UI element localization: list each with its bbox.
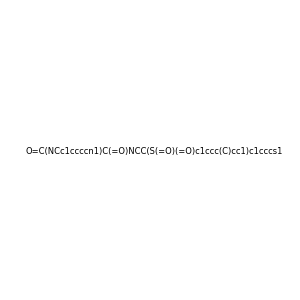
Text: O=C(NCc1ccccn1)C(=O)NCC(S(=O)(=O)c1ccc(C)cc1)c1cccs1: O=C(NCc1ccccn1)C(=O)NCC(S(=O)(=O)c1ccc(C… (25, 147, 282, 156)
